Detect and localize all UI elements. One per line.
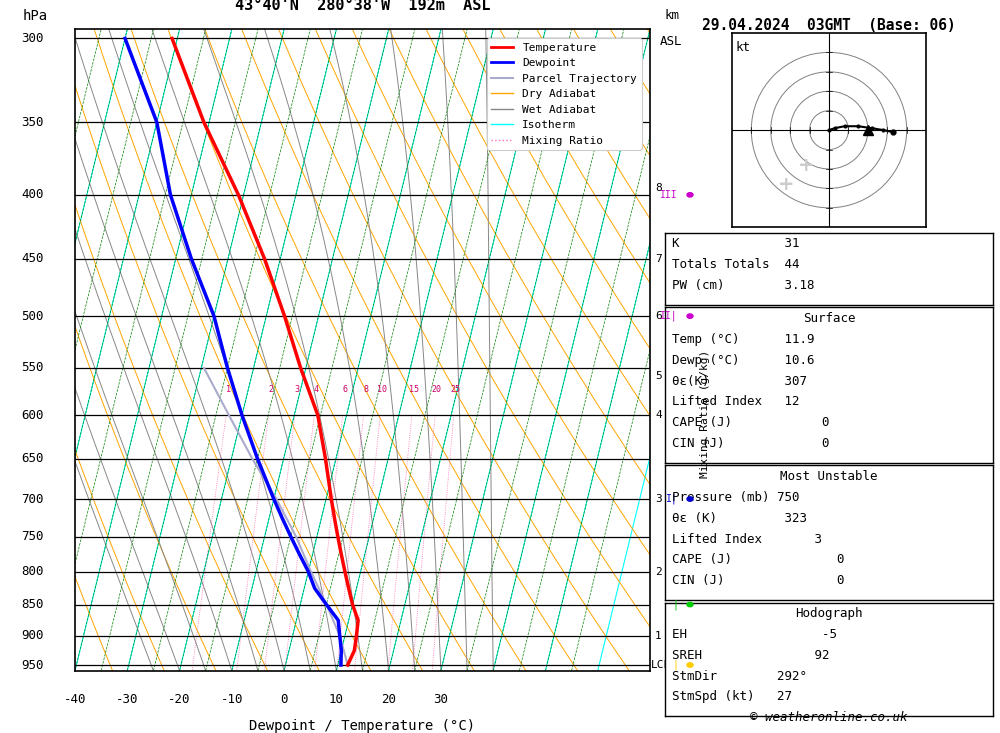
Text: 25: 25 [450,385,460,394]
Text: 10: 10 [329,693,344,706]
Text: |: | [672,600,678,610]
Text: 650: 650 [21,452,43,465]
Text: 850: 850 [21,598,43,611]
Text: -20: -20 [168,693,191,706]
Text: © weatheronline.co.uk: © weatheronline.co.uk [750,711,908,724]
Text: StmDir        292°: StmDir 292° [672,670,807,682]
Text: -30: -30 [116,693,139,706]
Text: kt: kt [736,41,751,54]
Text: Mixing Ratio (g/kg): Mixing Ratio (g/kg) [700,350,710,478]
Text: 6: 6 [342,385,347,394]
Text: 3: 3 [655,494,662,504]
Text: 7: 7 [655,254,662,264]
Text: 500: 500 [21,309,43,323]
Text: 700: 700 [21,493,43,506]
Text: LCL: LCL [651,660,671,670]
Text: SREH               92: SREH 92 [672,649,830,662]
Text: I|: I| [666,494,678,504]
Text: III: III [660,190,678,200]
Text: 8: 8 [655,183,662,193]
Text: 6: 6 [655,311,662,321]
Text: 1: 1 [226,385,231,394]
Text: ASL: ASL [660,34,682,48]
Text: Totals Totals  44: Totals Totals 44 [672,259,800,271]
Text: Temp (°C)      11.9: Temp (°C) 11.9 [672,333,814,346]
Text: 3: 3 [295,385,300,394]
Text: 20: 20 [432,385,442,394]
Legend: Temperature, Dewpoint, Parcel Trajectory, Dry Adiabat, Wet Adiabat, Isotherm, Mi: Temperature, Dewpoint, Parcel Trajectory… [487,38,642,150]
Text: 350: 350 [21,116,43,129]
Text: θε (K)         323: θε (K) 323 [672,512,807,525]
Text: 4: 4 [314,385,319,394]
Text: θε(K)          307: θε(K) 307 [672,375,807,388]
Text: 1: 1 [655,630,662,641]
Text: -10: -10 [221,693,243,706]
Text: 900: 900 [21,629,43,642]
Text: hPa: hPa [22,9,47,23]
Text: CAPE (J)            0: CAPE (J) 0 [672,416,830,430]
Text: Dewp (°C)      10.6: Dewp (°C) 10.6 [672,354,814,366]
Text: +: + [778,175,795,194]
Text: CIN (J)               0: CIN (J) 0 [672,575,844,587]
Text: Surface: Surface [803,312,855,325]
Text: +: + [797,155,814,174]
Text: CIN (J)             0: CIN (J) 0 [672,437,830,450]
Text: 29.04.2024  03GMT  (Base: 06): 29.04.2024 03GMT (Base: 06) [702,18,956,33]
Text: 600: 600 [21,409,43,421]
Text: 30: 30 [433,693,448,706]
Text: 550: 550 [21,361,43,375]
Text: 10: 10 [377,385,387,394]
Text: Hodograph: Hodograph [795,607,863,620]
Text: II|: II| [660,311,678,321]
Text: 4: 4 [655,410,662,420]
Text: 8: 8 [363,385,368,394]
Text: 750: 750 [21,530,43,543]
Text: 300: 300 [21,32,43,45]
Text: 450: 450 [21,252,43,265]
Text: 0: 0 [280,693,288,706]
Text: K              31: K 31 [672,237,800,251]
Text: km: km [665,9,680,22]
Text: CAPE (J)              0: CAPE (J) 0 [672,553,844,567]
Text: 800: 800 [21,565,43,578]
Text: Lifted Index   12: Lifted Index 12 [672,396,800,408]
Text: Pressure (mb) 750: Pressure (mb) 750 [672,491,800,504]
Text: PW (cm)        3.18: PW (cm) 3.18 [672,279,814,292]
Text: EH                  -5: EH -5 [672,628,837,641]
Text: StmSpd (kt)   27: StmSpd (kt) 27 [672,690,792,704]
Text: -40: -40 [64,693,86,706]
Text: Most Unstable: Most Unstable [780,470,878,483]
Text: |: | [672,660,678,670]
Text: 2: 2 [655,567,662,577]
Text: 20: 20 [381,693,396,706]
Text: 43°40'N  280°38'W  192m  ASL: 43°40'N 280°38'W 192m ASL [235,0,490,13]
Text: Lifted Index       3: Lifted Index 3 [672,533,822,545]
Text: Dewpoint / Temperature (°C): Dewpoint / Temperature (°C) [249,719,476,733]
Text: 15: 15 [409,385,419,394]
Text: 950: 950 [21,658,43,671]
Text: 2: 2 [268,385,273,394]
Text: 400: 400 [21,188,43,202]
Text: 5: 5 [655,371,662,380]
